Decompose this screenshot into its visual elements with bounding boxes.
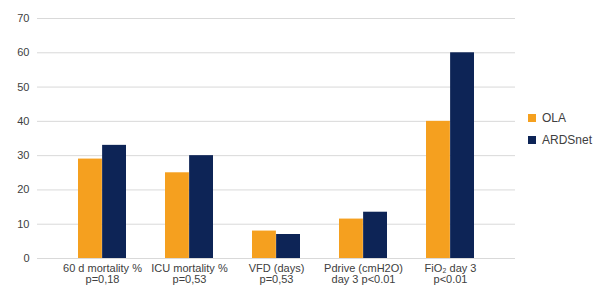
html-text:OLA: OLA [542, 111, 566, 125]
svg-text:10: 10 [17, 218, 29, 230]
svg-text:Pdrive (cmH2O)day 3 p<0.01: Pdrive (cmH2O)day 3 p<0.01 [324, 262, 403, 285]
svg-text:20: 20 [17, 183, 29, 195]
svg-text:VFD (days)p=0,53: VFD (days)p=0,53 [249, 262, 305, 285]
html-text:ARDSnet: ARDSnet [542, 133, 592, 147]
svg-text:60: 60 [17, 46, 29, 58]
svg-text:FiO₂ day 3p<0.01: FiO₂ day 3p<0.01 [425, 262, 477, 285]
svg-text:ICU mortality %p=0,53: ICU mortality %p=0,53 [151, 262, 228, 285]
svg-text:30: 30 [17, 149, 29, 161]
svg-text:0: 0 [23, 252, 29, 264]
svg-text:70: 70 [17, 12, 29, 24]
svg-text:50: 50 [17, 81, 29, 93]
svg-text:40: 40 [17, 115, 29, 127]
svg-text:60 d mortality %p=0,18: 60 d mortality %p=0,18 [63, 262, 142, 285]
